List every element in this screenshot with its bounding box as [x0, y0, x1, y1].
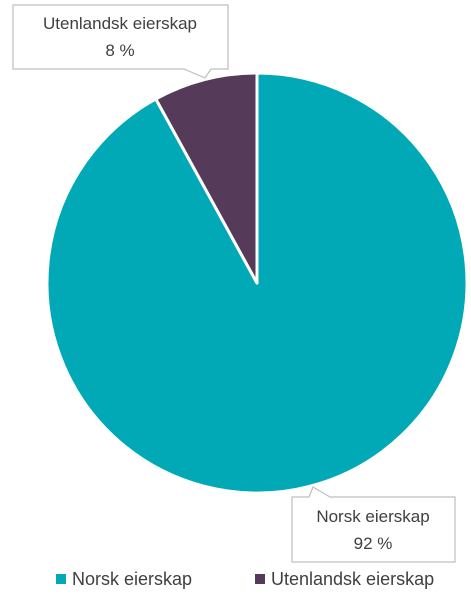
callout-utenlandsk-value: 8 % — [105, 41, 134, 60]
pie-slice-utenlandsk — [154, 71, 259, 285]
legend-swatch-norsk — [56, 574, 66, 584]
legend: Norsk eierskap Utenlandsk eierskap — [56, 569, 434, 589]
callout-utenlandsk-label: Utenlandsk eierskap — [43, 14, 197, 33]
callout-norsk-label: Norsk eierskap — [316, 507, 429, 526]
callout-norsk-value: 92 % — [354, 534, 393, 553]
callout-utenlandsk-box — [12, 4, 229, 79]
callout-norsk: Norsk eierskap 92 % — [291, 486, 456, 563]
legend-label-norsk: Norsk eierskap — [72, 569, 192, 589]
callout-utenlandsk: Utenlandsk eierskap 8 % — [12, 4, 229, 79]
callout-norsk-box — [291, 486, 456, 563]
legend-label-utenlandsk: Utenlandsk eierskap — [271, 569, 434, 589]
pie-slices — [45, 71, 469, 495]
legend-swatch-utenlandsk — [255, 574, 265, 584]
